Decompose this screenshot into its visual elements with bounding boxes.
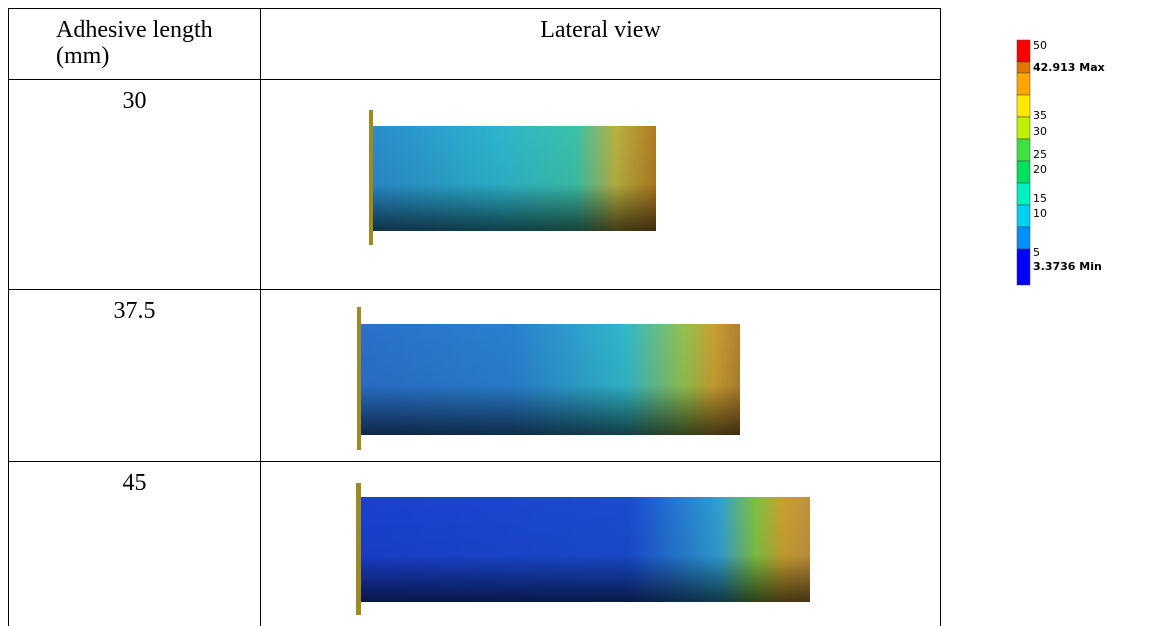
specimen-image xyxy=(356,483,810,615)
legend-label: 25 xyxy=(1033,148,1047,161)
color-legend xyxy=(1017,40,1030,285)
legend-label: 15 xyxy=(1033,192,1047,205)
legend-label: 3.3736 Min xyxy=(1033,260,1102,273)
legend-label: 50 xyxy=(1033,39,1047,52)
specimen-image xyxy=(369,110,656,245)
page: Adhesive length (mm) Lateral view 30 37.… xyxy=(0,0,1152,626)
legend-label: 10 xyxy=(1033,207,1047,220)
specimen-image xyxy=(357,307,740,450)
legend-label: 5 xyxy=(1033,246,1040,259)
legend-label: 20 xyxy=(1033,163,1047,176)
figures: 50 42.913 Max 35 30 25 20 15 10 53.3736 Min xyxy=(0,0,1152,626)
legend-label: 30 xyxy=(1033,125,1047,138)
legend-label: 42.913 Max xyxy=(1033,61,1105,74)
legend-label: 35 xyxy=(1033,109,1047,122)
